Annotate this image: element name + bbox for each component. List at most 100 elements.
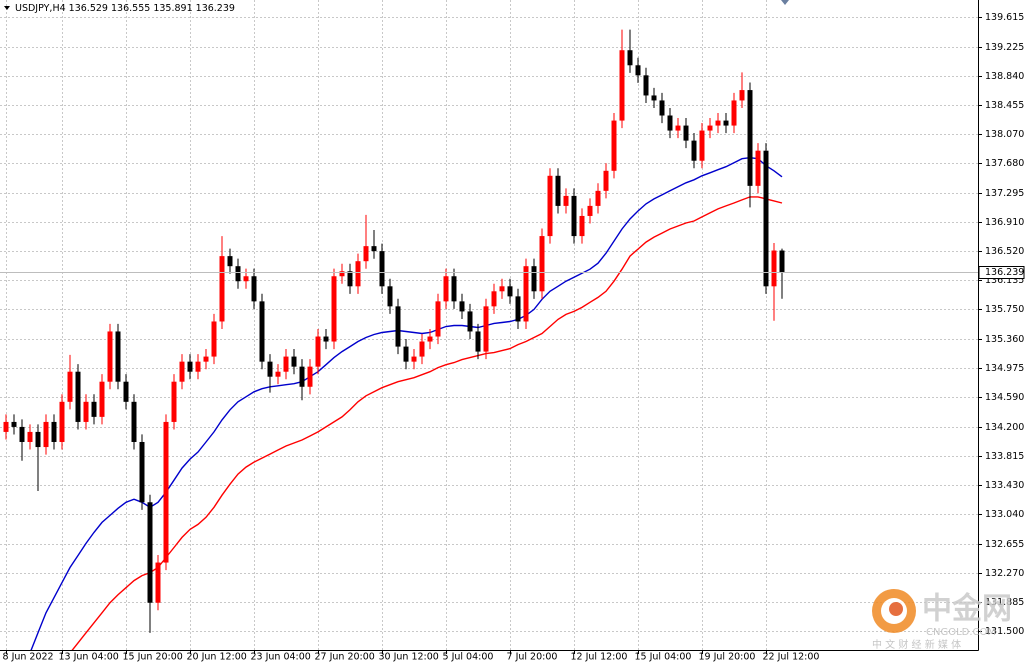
candle-body bbox=[11, 421, 17, 427]
candle-body bbox=[659, 100, 665, 116]
x-tick-label: 8 Jun 2022 bbox=[3, 652, 54, 663]
y-tick-label: 132.655 bbox=[985, 539, 1024, 550]
candle-body bbox=[155, 562, 161, 603]
header: USDJPY,H4 136.529 136.555 135.891 136.23… bbox=[4, 3, 235, 14]
y-tick-label: 139.615 bbox=[985, 12, 1024, 23]
candle-body bbox=[531, 266, 537, 292]
candle-body bbox=[443, 276, 449, 302]
candle-body bbox=[75, 371, 81, 422]
y-tick-label: 134.200 bbox=[985, 422, 1024, 433]
candle-body bbox=[435, 301, 441, 337]
candle-body bbox=[571, 195, 577, 237]
candle-body bbox=[691, 140, 697, 161]
candle-body bbox=[131, 401, 137, 442]
candle-body bbox=[107, 331, 113, 382]
candle-body bbox=[475, 331, 481, 352]
candle-body bbox=[83, 401, 89, 422]
candle-body bbox=[595, 190, 601, 206]
candle-body bbox=[747, 90, 753, 186]
candle-body bbox=[555, 175, 561, 206]
candle-body bbox=[763, 150, 769, 287]
candle-body bbox=[179, 361, 185, 382]
watermark-logo-dot bbox=[889, 602, 903, 616]
x-tick-label: 7 Jul 20:00 bbox=[507, 652, 558, 663]
moving-average-line bbox=[71, 196, 783, 650]
candle-body bbox=[3, 421, 9, 432]
y-tick-label: 137.295 bbox=[985, 188, 1024, 199]
candle-body bbox=[211, 321, 217, 357]
candle-body bbox=[163, 421, 169, 563]
candle-body bbox=[291, 356, 297, 367]
candle-body bbox=[91, 401, 97, 417]
candle-body bbox=[483, 306, 489, 352]
candle-body bbox=[635, 65, 641, 76]
candle-body bbox=[323, 336, 329, 342]
y-tick-label: 135.360 bbox=[985, 334, 1024, 345]
x-tick-label: 15 Jul 04:00 bbox=[635, 652, 692, 663]
shift-marker bbox=[781, 0, 789, 5]
x-tick-label: 15 Jun 20:00 bbox=[123, 652, 183, 663]
candle-body bbox=[187, 361, 193, 372]
candle-body bbox=[779, 250, 785, 273]
chart-header: USDJPY,H4 136.529 136.555 135.891 136.23… bbox=[15, 3, 235, 14]
candle-body bbox=[195, 361, 201, 372]
candle-body bbox=[59, 401, 65, 442]
candle-body bbox=[347, 271, 353, 287]
last-price-label: 136.239 bbox=[985, 267, 1024, 278]
candle-body bbox=[563, 195, 569, 206]
y-tick-label: 136.910 bbox=[985, 217, 1024, 228]
x-tick-label: 5 Jul 04:00 bbox=[443, 652, 494, 663]
candle-body bbox=[123, 381, 129, 402]
candle-body bbox=[371, 246, 377, 252]
candle-body bbox=[139, 441, 145, 503]
y-tick-label: 138.840 bbox=[985, 71, 1024, 82]
candle-body bbox=[99, 381, 105, 417]
candle-body bbox=[19, 426, 25, 442]
candle-body bbox=[459, 301, 465, 312]
candle-body bbox=[755, 150, 761, 186]
candle-body bbox=[51, 421, 57, 442]
candle-body bbox=[507, 286, 513, 297]
candle-body bbox=[307, 366, 313, 387]
candle-body bbox=[491, 291, 497, 307]
candle-body bbox=[387, 286, 393, 307]
watermark: 中金网 CNGOLD.COM 中 文 财 经 新 媒 体 bbox=[872, 589, 1012, 651]
y-tick-label: 135.750 bbox=[985, 304, 1024, 315]
candle-body bbox=[771, 250, 777, 287]
candle-body bbox=[235, 266, 241, 282]
candle-body bbox=[539, 236, 545, 292]
candle-body bbox=[219, 256, 225, 322]
candle-body bbox=[27, 431, 33, 442]
watermark-name: 中金网 bbox=[922, 592, 1012, 627]
candle-body bbox=[667, 115, 673, 131]
candle-body bbox=[579, 215, 585, 237]
y-tick-label: 132.270 bbox=[985, 568, 1024, 579]
symbol: USDJPY,H4 bbox=[15, 3, 66, 14]
candle-body bbox=[619, 50, 625, 121]
y-tick-label: 138.455 bbox=[985, 100, 1024, 111]
watermark-slogan: 中 文 财 经 新 媒 体 bbox=[872, 638, 961, 651]
candle-body bbox=[243, 276, 249, 282]
y-tick-label: 133.815 bbox=[985, 451, 1024, 462]
x-tick-label: 20 Jun 12:00 bbox=[187, 652, 247, 663]
candle-body bbox=[331, 276, 337, 342]
open-price: 136.529 bbox=[69, 3, 108, 14]
y-tick-label: 133.430 bbox=[985, 480, 1024, 491]
candle-body bbox=[547, 175, 553, 237]
candle-body bbox=[643, 75, 649, 96]
candle-body bbox=[427, 336, 433, 342]
plot-area bbox=[0, 29, 978, 650]
candle-body bbox=[411, 356, 417, 362]
y-tick-label: 134.590 bbox=[985, 392, 1024, 403]
candle-body bbox=[67, 371, 73, 402]
candle-body bbox=[731, 100, 737, 126]
watermark-site: CNGOLD.COM bbox=[926, 627, 996, 638]
candle-body bbox=[523, 266, 529, 322]
y-tick-label: 136.520 bbox=[985, 246, 1024, 257]
candle-body bbox=[723, 120, 729, 126]
candle-body bbox=[43, 421, 49, 448]
x-tick-label: 12 Jul 12:00 bbox=[571, 652, 628, 663]
candle-body bbox=[363, 246, 369, 262]
